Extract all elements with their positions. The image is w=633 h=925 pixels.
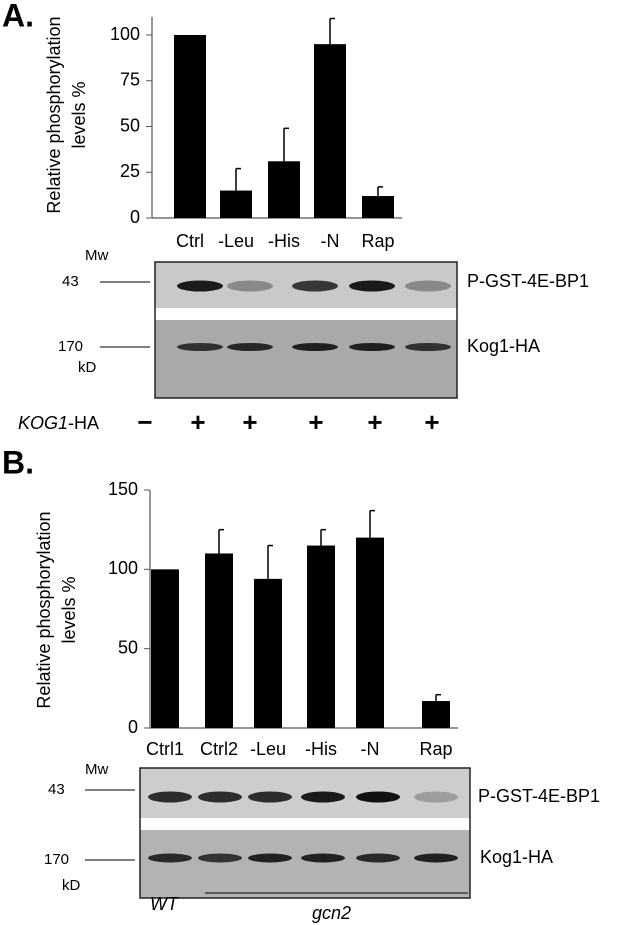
mw-marker: 43 <box>48 781 65 798</box>
band-label: P-GST-4E-BP1 <box>467 271 589 291</box>
y-tick-label: 50 <box>118 637 138 657</box>
band <box>349 280 395 292</box>
bar <box>174 35 206 218</box>
genotype-sign: − <box>137 407 152 437</box>
genotype-sign: + <box>424 407 439 437</box>
blot-frame <box>139 767 471 899</box>
y-tick-label: 75 <box>120 70 140 90</box>
x-tick-label: -N <box>321 231 340 251</box>
genotype-sign: + <box>367 407 382 437</box>
band <box>198 853 242 863</box>
gene-suffix: -HA <box>68 413 99 433</box>
panel-label: A. <box>2 0 34 33</box>
band <box>405 343 451 351</box>
y-axis-label: levels % <box>69 81 89 148</box>
strain-label: gcn2 <box>312 903 351 923</box>
mw-unit: kD <box>78 359 97 376</box>
band <box>248 791 292 803</box>
genotype-sign: + <box>242 407 257 437</box>
y-tick-label: 0 <box>130 207 140 227</box>
y-tick-label: 50 <box>120 115 140 135</box>
y-axis-label: levels % <box>59 576 79 643</box>
band <box>148 853 192 863</box>
blot <box>100 261 458 399</box>
mw-marker: 43 <box>62 273 79 290</box>
y-tick-label: 100 <box>108 558 138 578</box>
mw-unit: kD <box>62 877 81 894</box>
band <box>148 791 192 803</box>
mw-marker: 170 <box>58 338 83 355</box>
x-tick-label: Ctrl <box>176 231 204 251</box>
band <box>414 853 458 863</box>
y-tick-label: 0 <box>128 717 138 737</box>
panel-label: B. <box>2 444 34 480</box>
blot <box>85 767 471 899</box>
bar <box>254 578 282 728</box>
bar <box>220 190 252 218</box>
gene: KOG1 <box>18 413 68 433</box>
y-tick-label: 100 <box>110 24 140 44</box>
band-label: P-GST-4E-BP1 <box>478 786 600 806</box>
bar <box>205 553 233 728</box>
band-label: Kog1-HA <box>467 336 540 356</box>
blot-bottom <box>140 830 470 898</box>
band <box>301 853 345 863</box>
bar <box>362 196 394 218</box>
y-tick-label: 25 <box>120 161 140 181</box>
bar <box>422 701 450 728</box>
band <box>356 791 400 803</box>
y-axis-label: Relative phosphorylation <box>44 16 64 213</box>
band <box>227 280 273 292</box>
genotype-label: KOG1-HA <box>18 413 99 433</box>
bar <box>268 161 300 218</box>
band <box>227 343 273 351</box>
band <box>405 280 451 292</box>
mw-marker: 170 <box>44 851 69 868</box>
blot-top <box>140 768 470 818</box>
genotype-sign: + <box>190 407 205 437</box>
band-label: Kog1-HA <box>480 847 553 867</box>
x-tick-label: -Leu <box>250 739 286 759</box>
band <box>414 791 458 803</box>
band <box>292 280 338 292</box>
x-tick-label: -N <box>361 739 380 759</box>
bar <box>307 545 335 728</box>
blot-bottom <box>155 320 457 398</box>
band <box>292 343 338 351</box>
bar <box>151 569 179 728</box>
x-tick-label: Ctrl1 <box>146 739 184 759</box>
band <box>177 280 223 292</box>
band <box>248 853 292 863</box>
band <box>356 853 400 863</box>
mw-label: Mw <box>85 761 108 778</box>
mw-label: Mw <box>85 247 108 264</box>
x-tick-label: Ctrl2 <box>200 739 238 759</box>
band <box>177 343 223 351</box>
strain-label: WT <box>150 894 180 914</box>
x-tick-label: Rap <box>419 739 452 759</box>
x-tick-label: Rap <box>361 231 394 251</box>
band <box>198 791 242 803</box>
band <box>301 791 345 803</box>
x-tick-label: -His <box>305 739 337 759</box>
band <box>349 343 395 351</box>
x-tick-label: -His <box>268 231 300 251</box>
bar <box>314 44 346 219</box>
x-tick-label: -Leu <box>218 231 254 251</box>
blot-frame <box>154 261 458 399</box>
y-tick-label: 150 <box>108 479 138 499</box>
bar <box>356 537 384 728</box>
genotype-sign: + <box>308 407 323 437</box>
y-axis-label: Relative phosphorylation <box>34 511 54 708</box>
